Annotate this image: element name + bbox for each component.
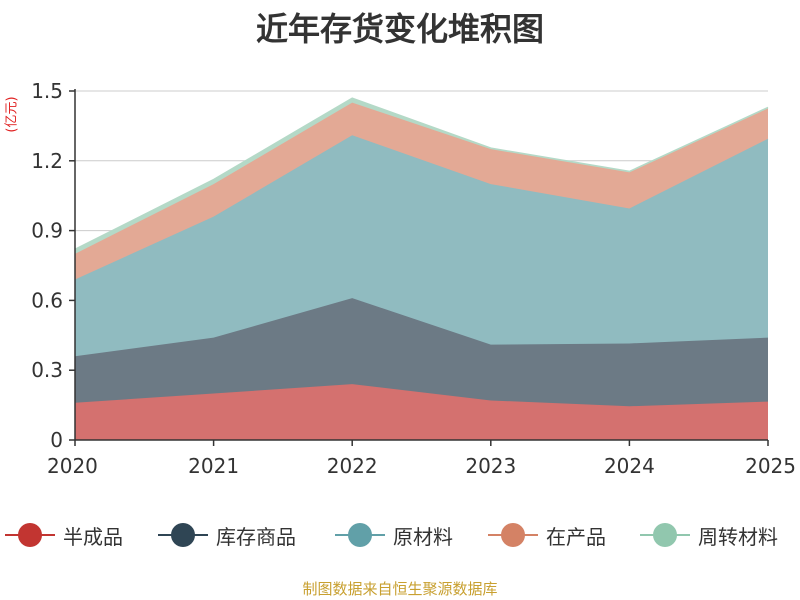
legend-marker (488, 523, 538, 547)
area-4[interactable] (75, 102, 768, 280)
legend-item-4[interactable]: 在产品 (488, 515, 606, 555)
x-tick-label: 2023 (465, 454, 516, 478)
legend-item-2[interactable]: 库存商品 (158, 515, 296, 555)
area-3[interactable] (75, 135, 768, 357)
legend-label: 原材料 (393, 524, 453, 549)
y-tick-label: 0.3 (31, 358, 63, 382)
legend-item-5[interactable]: 周转材料 (640, 515, 778, 555)
x-tick-label: 2022 (327, 454, 378, 478)
legend-label: 库存商品 (216, 524, 296, 549)
x-tick-label: 2025 (745, 454, 796, 478)
area-edge-5 (74, 97, 769, 250)
y-tick-label: 1.2 (31, 149, 63, 173)
y-tick-label: 0.9 (31, 219, 63, 243)
legend-item-1[interactable]: 半成品 (5, 515, 123, 555)
legend-marker (5, 523, 55, 547)
area-series (74, 97, 769, 440)
x-tick-label: 2021 (188, 454, 239, 478)
legend-label: 半成品 (63, 524, 123, 549)
y-tick-label: 1.5 (31, 79, 63, 103)
stacked-area-chart: 0 0.3 0.6 0.9 1.2 1.5 2020 2021 2022 2023 2024 2025 (31, 79, 796, 478)
y-tick-label: 0 (50, 428, 63, 452)
source-note: 制图数据来自恒生聚源数据库 (302, 580, 498, 598)
chart-title: 近年存货变化堆积图 (255, 10, 544, 48)
legend-item-3[interactable]: 原材料 (335, 515, 453, 555)
x-tick-label: 2024 (604, 454, 655, 478)
legend-marker (335, 523, 385, 547)
y-tick-label: 0.6 (31, 288, 63, 312)
area-1[interactable] (75, 384, 768, 440)
legend-label: 在产品 (546, 524, 606, 549)
x-tick-label: 2020 (47, 454, 98, 478)
legend: 半成品 库存商品 原材料 在产品 周转材料 (0, 515, 800, 555)
area-2[interactable] (75, 298, 768, 407)
legend-label: 周转材料 (698, 524, 778, 549)
axes: 0 0.3 0.6 0.9 1.2 1.5 2020 2021 2022 2023 2024 2025 (31, 79, 796, 478)
legend-marker (158, 523, 208, 547)
legend-marker (640, 523, 690, 547)
